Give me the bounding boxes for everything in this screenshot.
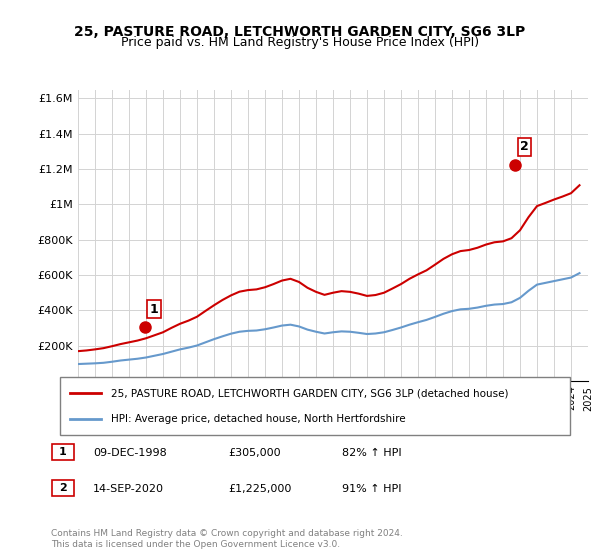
FancyBboxPatch shape [52, 444, 74, 460]
Text: Price paid vs. HM Land Registry's House Price Index (HPI): Price paid vs. HM Land Registry's House … [121, 36, 479, 49]
FancyBboxPatch shape [52, 480, 74, 496]
Text: £305,000: £305,000 [228, 448, 281, 458]
Text: Contains HM Land Registry data © Crown copyright and database right 2024.
This d: Contains HM Land Registry data © Crown c… [51, 529, 403, 549]
Text: 2: 2 [520, 141, 529, 153]
Text: 1: 1 [150, 303, 158, 316]
Text: 2: 2 [59, 483, 67, 493]
Text: 91% ↑ HPI: 91% ↑ HPI [342, 484, 401, 494]
Text: HPI: Average price, detached house, North Hertfordshire: HPI: Average price, detached house, Nort… [111, 414, 406, 424]
Text: 25, PASTURE ROAD, LETCHWORTH GARDEN CITY, SG6 3LP: 25, PASTURE ROAD, LETCHWORTH GARDEN CITY… [74, 25, 526, 39]
Text: 25, PASTURE ROAD, LETCHWORTH GARDEN CITY, SG6 3LP (detached house): 25, PASTURE ROAD, LETCHWORTH GARDEN CITY… [111, 388, 509, 398]
Text: 09-DEC-1998: 09-DEC-1998 [93, 448, 167, 458]
Text: 14-SEP-2020: 14-SEP-2020 [93, 484, 164, 494]
FancyBboxPatch shape [60, 376, 570, 436]
Text: £1,225,000: £1,225,000 [228, 484, 292, 494]
Text: 82% ↑ HPI: 82% ↑ HPI [342, 448, 401, 458]
Text: 1: 1 [59, 447, 67, 457]
